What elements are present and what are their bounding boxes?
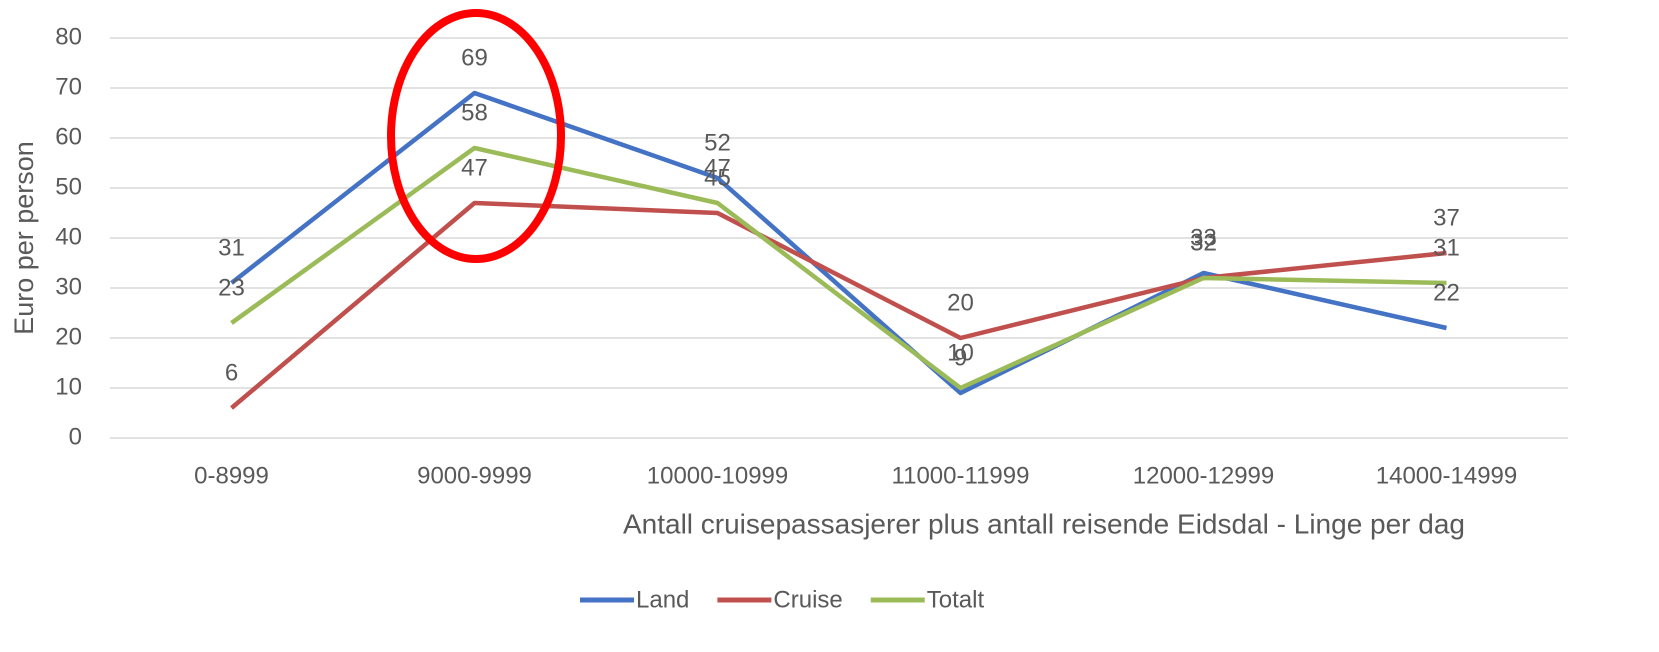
line-series xyxy=(230,145,1447,391)
y-tick-label: 20 xyxy=(55,323,82,350)
y-tick-label: 50 xyxy=(55,173,82,200)
x-tick-label: 11000-11999 xyxy=(892,462,1030,489)
data-label: 47 xyxy=(704,154,731,181)
y-tick-label: 60 xyxy=(55,123,82,150)
line-series xyxy=(230,200,1447,410)
y-tick-label: 30 xyxy=(55,273,82,300)
y-tick-label: 10 xyxy=(55,373,82,400)
x-axis-label: Antall cruisepassasjerer plus antall rei… xyxy=(623,508,1465,539)
y-tick-label: 80 xyxy=(55,23,82,50)
y-tick-label: 40 xyxy=(55,223,82,250)
data-label: 69 xyxy=(461,44,488,71)
y-tick-label: 0 xyxy=(69,423,82,450)
data-label: 45 xyxy=(704,164,731,191)
x-tick-label: 12000-12999 xyxy=(1133,462,1274,489)
data-label: 31 xyxy=(218,234,245,261)
line-series xyxy=(230,90,1447,396)
data-label: 6 xyxy=(225,359,238,386)
data-label: 52 xyxy=(704,129,731,156)
x-tick-label: 14000-14999 xyxy=(1376,462,1517,489)
data-label: 10 xyxy=(947,339,974,366)
data-label: 37 xyxy=(1433,204,1460,231)
legend-label: Totalt xyxy=(927,586,985,613)
data-label: 23 xyxy=(218,274,245,301)
legend-label: Cruise xyxy=(773,586,842,613)
x-tick-label: 0-8999 xyxy=(194,462,269,489)
data-label: 58 xyxy=(461,99,488,126)
legend-label: Land xyxy=(636,586,689,613)
x-tick-label: 10000-10999 xyxy=(647,462,788,489)
highlight-ellipse xyxy=(387,9,565,263)
data-label: 22 xyxy=(1433,279,1460,306)
y-tick-label: 70 xyxy=(55,73,82,100)
data-label: 31 xyxy=(1433,234,1460,261)
data-label: 47 xyxy=(461,154,488,181)
y-axis-label: Euro per person xyxy=(9,141,39,335)
data-label: 32 xyxy=(1190,229,1217,256)
x-tick-label: 9000-9999 xyxy=(417,462,532,489)
data-label: 20 xyxy=(947,289,974,316)
data-label: 32 xyxy=(1190,229,1217,256)
data-label: 9 xyxy=(954,344,967,371)
data-label: 33 xyxy=(1190,224,1217,251)
